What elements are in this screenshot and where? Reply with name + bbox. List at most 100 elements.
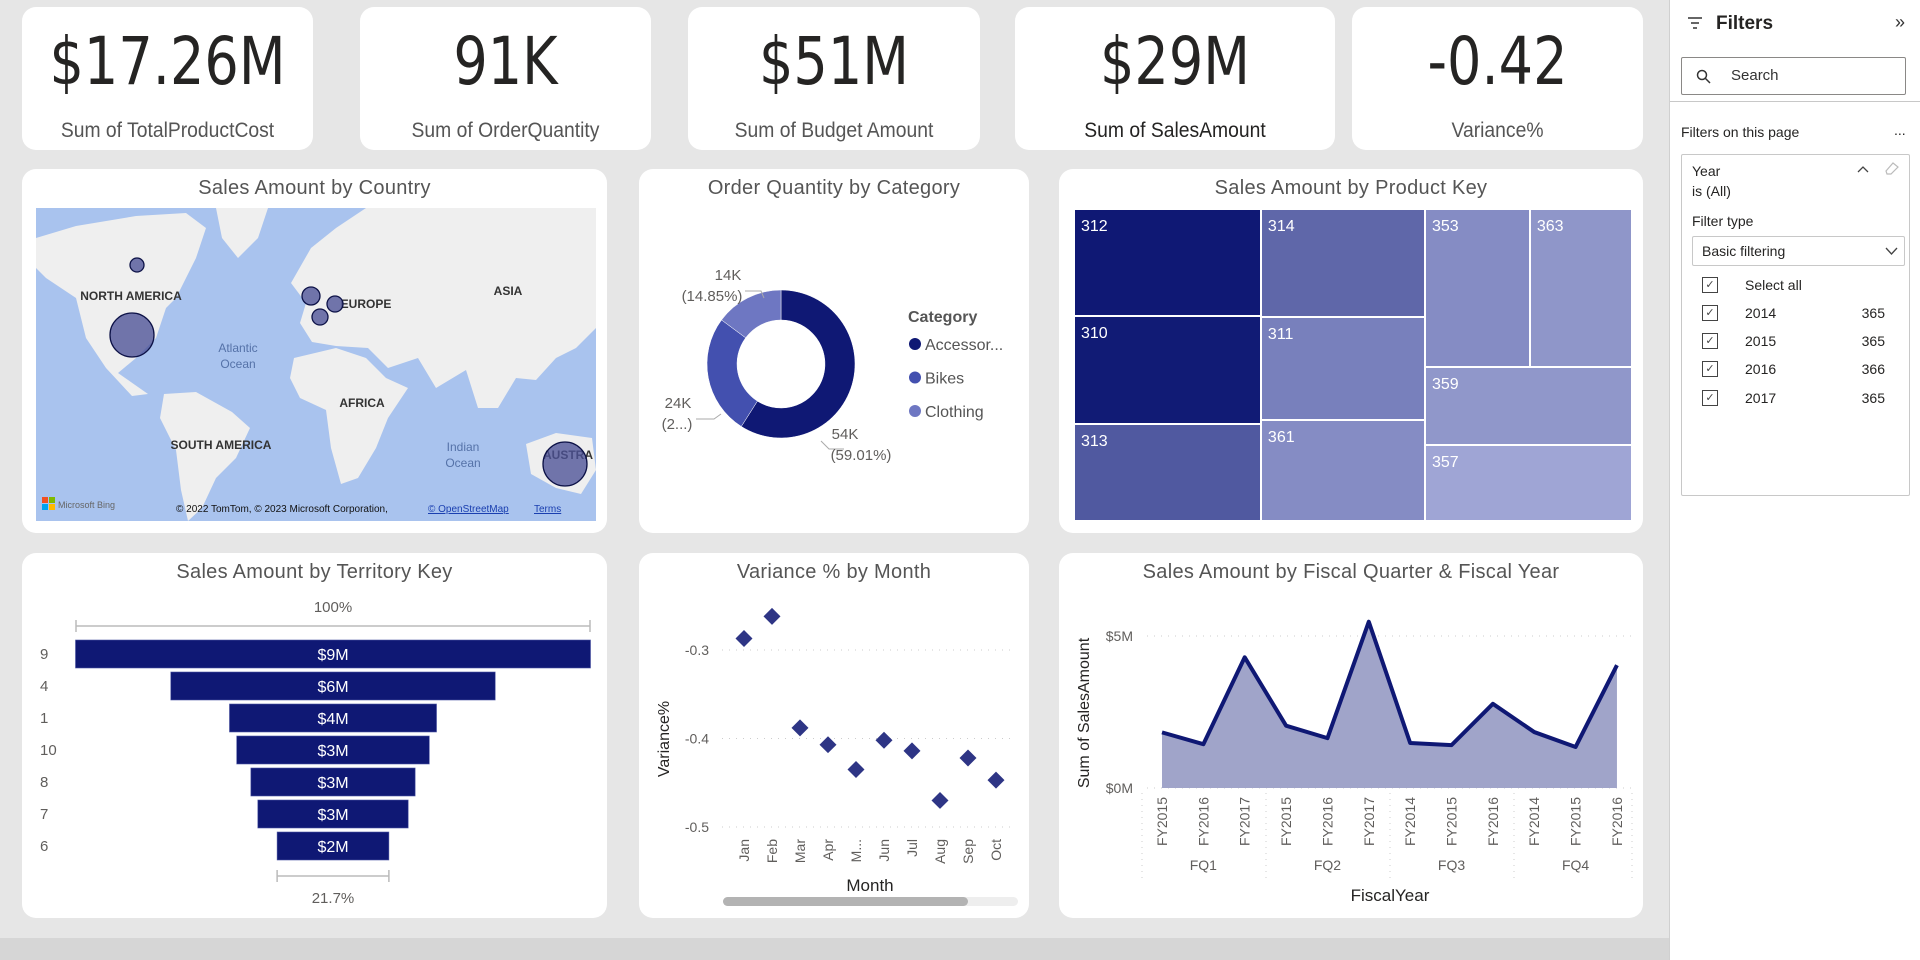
funnel-category-label: 7 [40,806,48,823]
greenland-land [216,208,268,258]
scatter-point-jun[interactable] [875,731,893,749]
scatter-point-aug[interactable] [931,791,949,809]
treemap-tile-353[interactable]: 353 [1424,209,1530,367]
data-point[interactable] [1449,742,1455,748]
scatter-chart: Variance% Month -0.3 -0.4 -0.5 Jan Feb Mar Apr… [656,607,1018,906]
data-point[interactable] [1324,735,1330,741]
label-atlantic: Atlantic [218,341,257,355]
treemap-tile-311[interactable]: 311 [1260,316,1425,420]
data-point[interactable] [1242,654,1248,660]
data-point[interactable] [1573,744,1579,750]
filter-item-2015[interactable]: ✓ 2015 365 [1682,331,1909,353]
funnel-value-label: $3M [317,775,348,792]
scatter-point-jul[interactable] [903,742,921,760]
treemap-visual[interactable]: Sales Amount by Product Key 312 310 313 … [1059,169,1643,533]
donut-chart-visual[interactable]: Order Quantity by Category 14K (14.85%) … [639,169,1029,533]
legend-item-label[interactable]: Accessor... [925,337,1003,354]
scatter-point-m[interactable] [847,760,865,778]
filter-item-2017[interactable]: ✓ 2017 365 [1682,388,1909,410]
treemap-tile-310[interactable]: 310 [1074,316,1261,424]
treemap-tile-361[interactable]: 361 [1260,419,1425,521]
bubble-united-states[interactable] [109,312,155,358]
treemap-tile-312[interactable]: 312 [1074,209,1261,317]
kpi-label: Sum of SalesAmount [1084,119,1266,142]
map-visual[interactable]: Sales Amount by Country NORTH AMERICA EU… [22,169,607,533]
treemap-tile-363[interactable]: 363 [1529,209,1632,367]
bubble-germany[interactable] [326,295,344,313]
treemap-tile-313[interactable]: 313 [1074,423,1261,521]
bubble-france[interactable] [311,308,329,326]
visual-title: Sales Amount by Territory Key [176,561,453,583]
data-point[interactable] [1490,701,1496,707]
legend-marker [909,338,921,350]
filters-pane: Filters » Search Filters on this page ..… [1669,0,1920,960]
funnel-bar-1[interactable] [229,703,437,733]
kpi-card-variance[interactable]: -0.42 Variance% [1352,7,1643,150]
filter-summary: is (All) [1692,183,1731,199]
terms-link[interactable]: Terms [534,504,561,515]
donut-slice-accessor[interactable] [740,289,856,439]
treemap-tile-314[interactable]: 314 [1260,209,1425,317]
data-point[interactable] [1159,729,1165,735]
kpi-value: $51M [758,23,909,100]
bubble-australia[interactable] [542,441,588,487]
bing-logo-icon [42,497,55,510]
area-fill [1162,621,1617,788]
tile-label: 359 [1431,375,1459,393]
scatter-point-jan[interactable] [735,630,753,647]
map-canvas[interactable]: NORTH AMERICA EUROPE ASIA AFRICA SOUTH A… [36,208,596,521]
donut-slice-clothing[interactable] [721,289,782,339]
filter-item-2016[interactable]: ✓ 2016 366 [1682,359,1909,381]
scatter-chart-visual[interactable]: Variance % by Month Variance% Month -0.3… [639,553,1029,918]
kpi-card-order-quantity[interactable]: 91K Sum of OrderQuantity [360,7,651,150]
funnel-bar-10[interactable] [236,735,430,765]
funnel-bar-4[interactable] [170,671,496,701]
x-tick-label: Jun [876,839,892,862]
data-point[interactable] [1283,723,1289,729]
funnel-chart-visual[interactable]: Sales Amount by Territory Key 100% $9M 9 $… [22,553,607,918]
treemap-tile-357[interactable]: 357 [1424,444,1632,521]
search-icon [1696,69,1711,84]
funnel-bar-9[interactable] [75,639,591,669]
checkbox-label: 2017 [1745,390,1777,406]
scatter-point-apr[interactable] [819,736,837,754]
funnel-bar-8[interactable] [250,767,416,797]
scatter-point-feb[interactable] [763,607,781,625]
filter-card-year[interactable]: Year is (All) Filter type Basic filterin… [1681,154,1910,496]
more-options-button[interactable]: ... [1894,122,1906,138]
checkbox-label: 2016 [1745,361,1777,377]
data-point[interactable] [1531,729,1537,735]
x-tick-label: FY2015 [1568,797,1584,846]
data-point[interactable] [1614,662,1620,668]
funnel-bar-7[interactable] [257,799,409,829]
treemap-tile-359[interactable]: 359 [1424,366,1632,445]
filter-item-2014[interactable]: ✓ 2014 365 [1682,303,1909,325]
select-all-checkbox[interactable]: ✓ Select all [1682,275,1909,297]
funnel-bar-6[interactable] [276,831,390,861]
tile-label: 361 [1267,428,1295,446]
data-point[interactable] [1200,741,1206,747]
filters-search-input[interactable]: Search [1681,57,1906,95]
data-point[interactable] [1407,740,1413,746]
chevron-up-icon[interactable] [1857,165,1869,173]
eraser-icon[interactable] [1884,161,1900,175]
scatter-point-sep[interactable] [959,749,977,767]
data-point[interactable] [1366,619,1372,625]
area-line[interactable] [1161,619,1619,749]
legend-item-label[interactable]: Clothing [925,404,984,421]
area-chart-visual[interactable]: Sales Amount by Fiscal Quarter & Fiscal … [1059,553,1643,918]
scatter-point-mar[interactable] [791,719,809,737]
bubble-united-kingdom[interactable] [301,286,321,306]
scatter-point-oct[interactable] [987,771,1005,789]
donut-slice-bikes[interactable] [706,319,758,427]
collapse-pane-icon[interactable]: » [1895,12,1906,32]
kpi-card-budget-amount[interactable]: $51M Sum of Budget Amount [688,7,980,150]
kpi-card-sales-amount[interactable]: $29M Sum of SalesAmount [1015,7,1335,150]
horizontal-scrollbar-thumb[interactable] [723,897,968,906]
legend-item-label[interactable]: Bikes [925,371,964,388]
x-group-label: FQ3 [1438,857,1465,873]
bubble-canada[interactable] [129,257,145,273]
filter-type-dropdown[interactable]: Basic filtering [1692,236,1905,266]
kpi-card-total-product-cost[interactable]: $17.26M Sum of TotalProductCost [22,7,313,150]
openstreetmap-link[interactable]: © OpenStreetMap [428,504,509,515]
